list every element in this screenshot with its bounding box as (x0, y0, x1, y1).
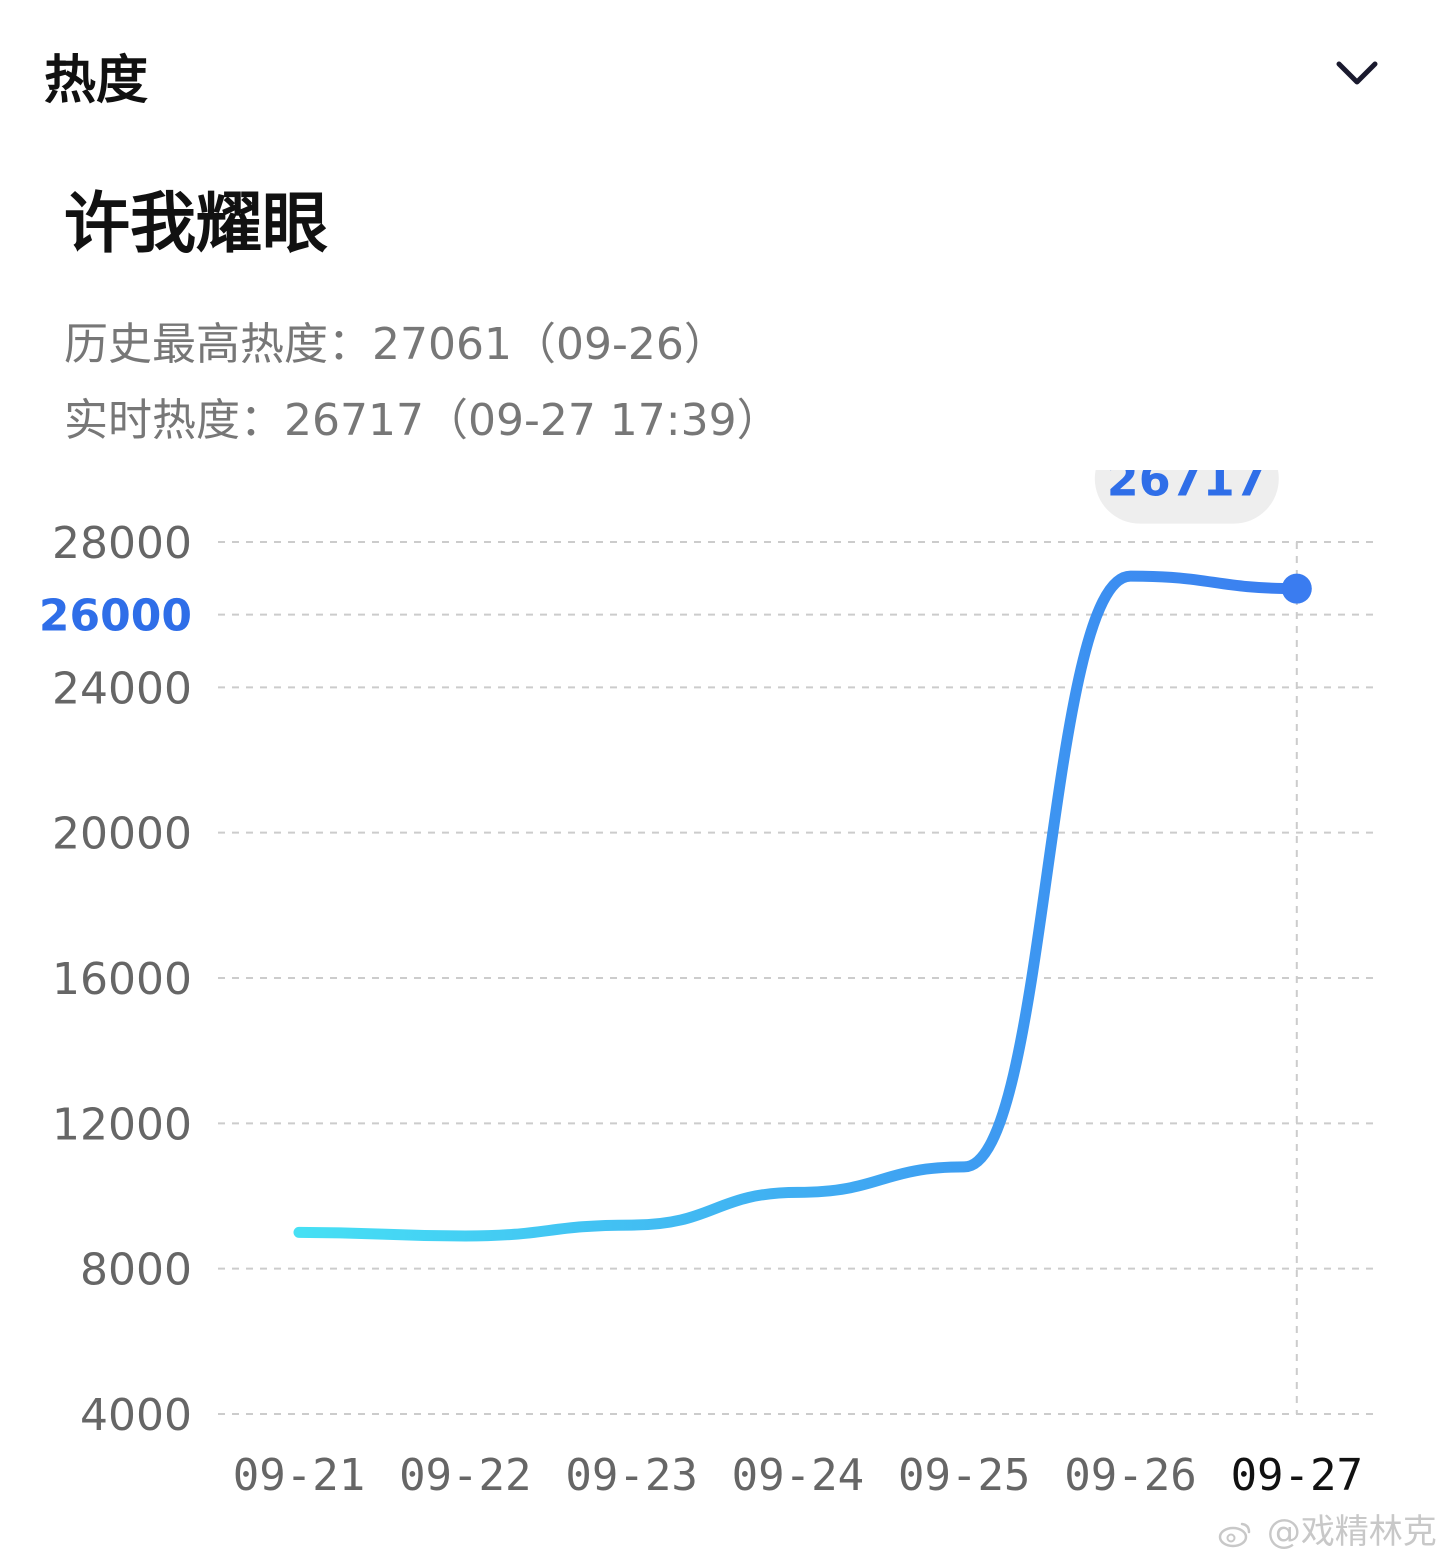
watermark: @戏精林克 (1218, 1504, 1437, 1553)
series-line (293, 570, 1303, 1242)
y-tick-label: 20000 (52, 809, 192, 860)
weibo-icon (1218, 1522, 1251, 1547)
x-tick-label: 09-26 (1064, 1450, 1196, 1501)
peak-heat-stat: 历史最高热度：27061（09-26） (64, 319, 728, 370)
y-tick-label: 26000 (39, 591, 192, 642)
show-title: 许我耀眼 (64, 185, 328, 262)
tooltip-value: 26717 (1107, 470, 1267, 507)
y-tick-label: 24000 (52, 663, 192, 714)
heat-line-chart: 4000 8000 12000 16000 20000 24000 26000 28000 09… (39, 470, 1375, 1501)
x-tick-label: 09-23 (565, 1450, 697, 1501)
watermark-text: @戏精林克 (1266, 1512, 1437, 1552)
x-tick-label: 09-25 (898, 1450, 1030, 1501)
y-tick-label: 12000 (52, 1099, 192, 1150)
section-title: 热度 (44, 51, 149, 111)
value-tooltip (1094, 470, 1279, 524)
header: 热度 (0, 0, 1440, 150)
y-tick-label: 4000 (80, 1390, 192, 1441)
x-tick-label: 09-27 (1231, 1450, 1363, 1501)
y-tick-label: 8000 (80, 1245, 192, 1296)
y-tick-label: 28000 (52, 518, 192, 569)
x-tick-label: 09-21 (233, 1450, 365, 1501)
y-tick-label: 16000 (52, 954, 192, 1005)
realtime-heat-stat: 实时热度：26717（09-27 17:39） (64, 395, 781, 446)
x-tick-label: 09-22 (399, 1450, 531, 1501)
chevron-down-icon[interactable] (1330, 52, 1384, 92)
x-tick-label: 09-24 (732, 1450, 864, 1501)
data-point (1281, 573, 1312, 604)
